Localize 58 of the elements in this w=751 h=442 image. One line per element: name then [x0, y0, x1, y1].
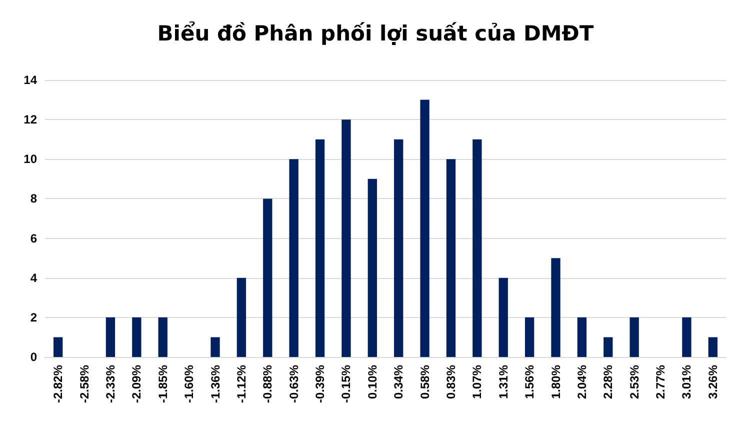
x-tick-label: 2.04%: [574, 364, 589, 400]
bar: [630, 317, 639, 357]
x-tick-label: 1.80%: [548, 364, 563, 400]
x-tick-label: 2.53%: [627, 364, 642, 400]
x-tick-label: 0.83%: [444, 364, 458, 400]
x-tick-label: 1.07%: [470, 364, 484, 400]
bar: [210, 337, 220, 357]
y-tick-label: 12: [24, 112, 38, 127]
y-tick-label: 4: [30, 270, 38, 285]
x-tick-label: 3.01%: [680, 364, 694, 400]
bar: [289, 159, 298, 357]
x-tick-label: 3.26%: [706, 364, 720, 400]
x-tick-label: 0.34%: [392, 364, 406, 400]
bar: [420, 100, 430, 357]
x-tick-label: -2.82%: [51, 364, 66, 404]
y-tick-label: 2: [30, 310, 38, 324]
x-tick-label: -0.39%: [313, 364, 328, 404]
bar: [577, 317, 587, 357]
y-tick-label: 6: [30, 231, 38, 246]
bar: [132, 317, 142, 357]
bar: [342, 120, 351, 357]
x-tick-label: 0.10%: [365, 364, 380, 400]
x-tick-label: -1.85%: [156, 364, 170, 404]
bar: [263, 198, 272, 357]
bar: [315, 139, 325, 357]
x-tick-label: -0.15%: [339, 364, 354, 404]
bar: [368, 178, 377, 357]
bar: [106, 317, 116, 357]
bar: [498, 278, 508, 357]
x-tick-label: -1.36%: [208, 364, 222, 404]
bar: [472, 139, 482, 357]
bar: [682, 317, 692, 357]
bar: [551, 258, 560, 357]
chart-title: Biểu đồ Phân phối lợi suất của DMĐT: [157, 20, 594, 46]
y-tick-label: 14: [24, 73, 38, 87]
bar: [394, 139, 404, 357]
y-tick-label: 10: [24, 152, 38, 166]
bar: [604, 337, 613, 357]
bar: [54, 337, 63, 357]
x-tick-label: -2.09%: [130, 364, 144, 404]
bar: [708, 337, 718, 357]
x-tick-label: -0.63%: [286, 364, 301, 404]
x-tick-label: 0.58%: [418, 364, 432, 400]
bar: [446, 159, 456, 357]
x-tick-label: 2.77%: [654, 364, 668, 400]
x-tick-label: -1.12%: [234, 364, 248, 404]
x-tick-label: 1.31%: [496, 364, 510, 400]
bar: [236, 278, 246, 357]
y-tick-label: 8: [30, 192, 38, 206]
y-tick-label: 0: [30, 350, 38, 364]
bar: [524, 317, 534, 357]
x-tick-label: -2.33%: [103, 364, 118, 404]
x-tick-label: -2.58%: [77, 364, 92, 404]
bar: [158, 317, 168, 357]
x-tick-label: -0.88%: [260, 364, 275, 404]
x-tick-label: 2.28%: [601, 364, 616, 400]
x-tick-label: -1.60%: [182, 364, 196, 404]
x-tick-label: 1.56%: [522, 364, 537, 400]
